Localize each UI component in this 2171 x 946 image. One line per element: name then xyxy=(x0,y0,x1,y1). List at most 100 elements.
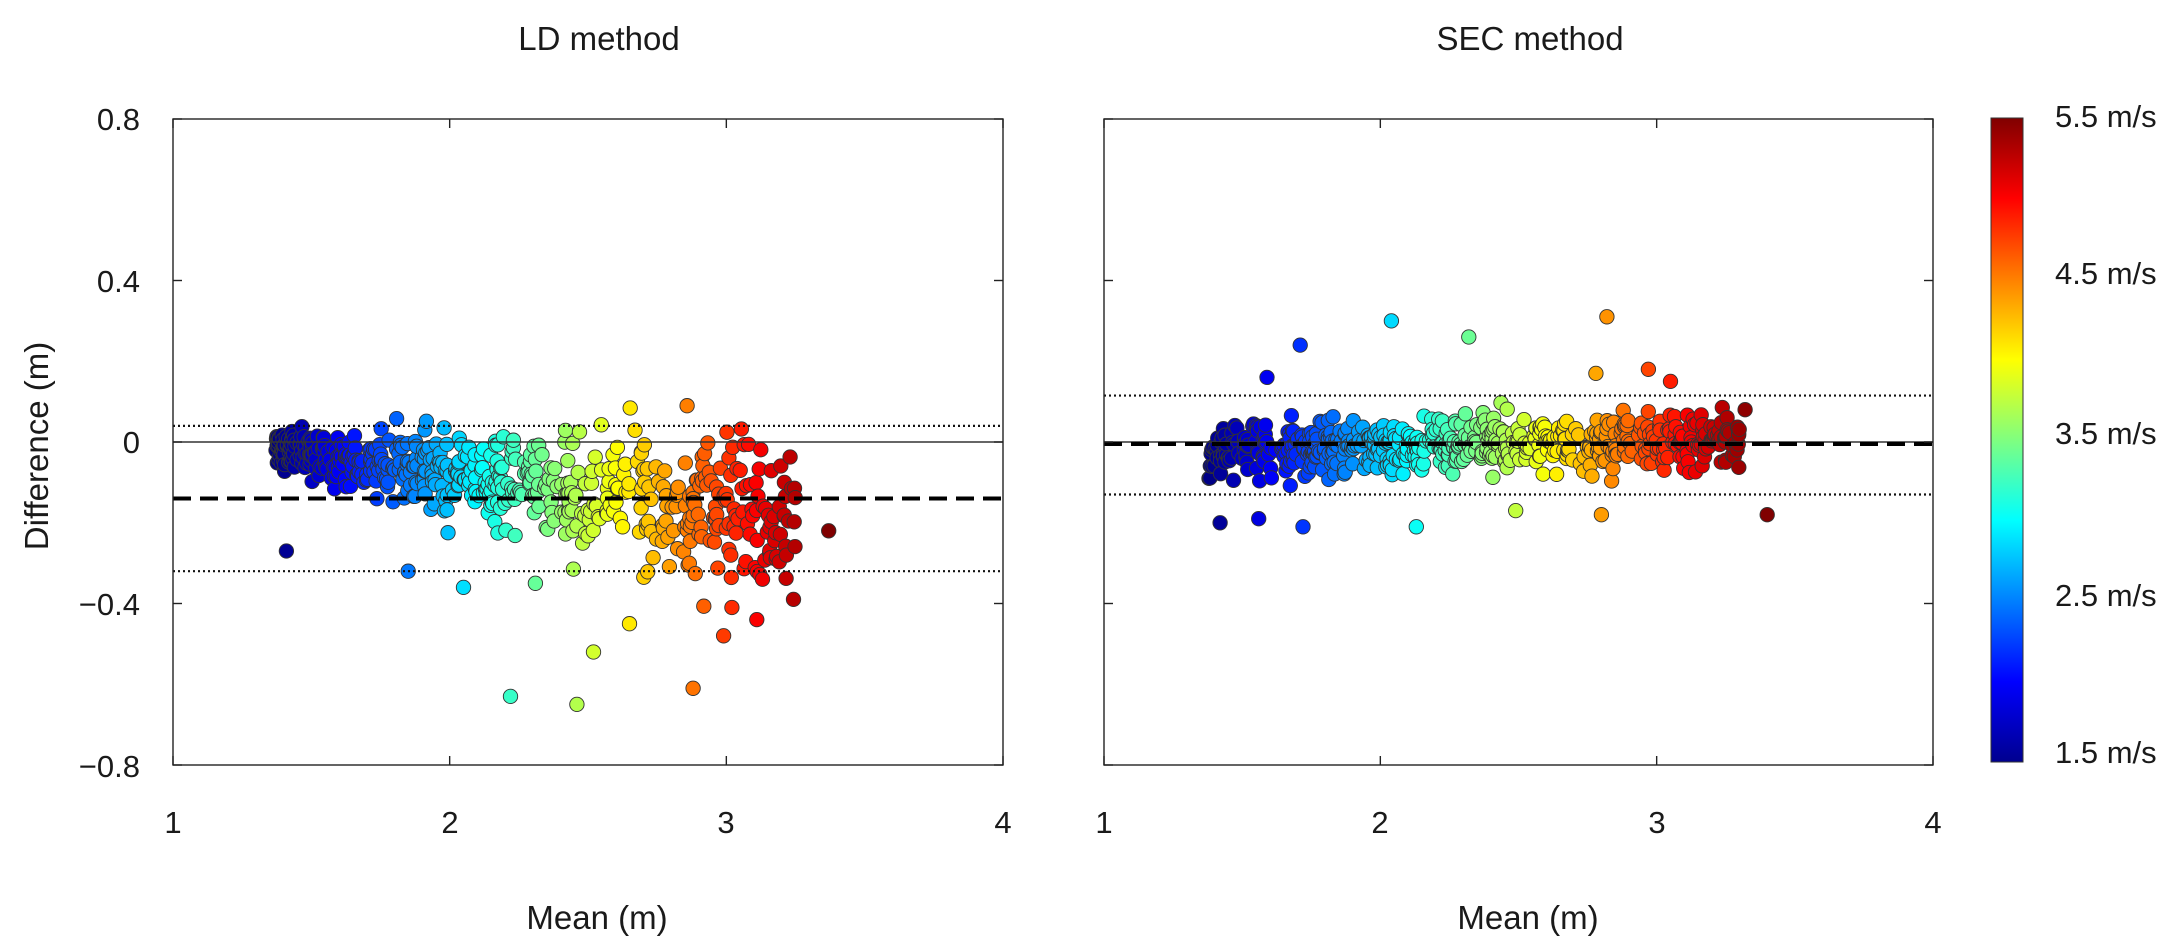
panel-sec: SEC method 1 2 3 4 Mean (m) xyxy=(1095,20,1941,936)
data-point xyxy=(786,514,802,530)
x-tick-label: 2 xyxy=(1371,805,1388,840)
data-point xyxy=(1257,417,1274,433)
x-tick-label: 4 xyxy=(1924,805,1941,840)
data-point xyxy=(622,400,638,416)
data-point xyxy=(700,435,716,451)
data-point xyxy=(507,527,523,544)
data-point xyxy=(1535,466,1551,482)
data-point xyxy=(278,543,295,559)
y-tick-label: 0.8 xyxy=(97,102,140,137)
data-point xyxy=(1662,373,1679,390)
data-point xyxy=(696,598,712,614)
data-point xyxy=(609,439,626,456)
ticks xyxy=(172,118,1004,766)
data-point xyxy=(732,462,748,478)
panel-title: SEC method xyxy=(1436,20,1623,57)
data-point xyxy=(621,616,638,632)
data-point xyxy=(723,547,739,563)
data-point xyxy=(1282,477,1298,494)
colorbar-tick-label: 5.5 m/s xyxy=(2055,99,2157,134)
data-point xyxy=(733,421,750,437)
data-point xyxy=(1508,502,1524,519)
data-layer xyxy=(1201,309,1775,535)
data-point xyxy=(1283,407,1300,424)
data-point xyxy=(1485,469,1501,485)
data-point xyxy=(439,502,455,518)
data-point xyxy=(1225,472,1242,488)
colorbar-tick-label: 2.5 m/s xyxy=(2055,578,2157,613)
data-point xyxy=(787,538,803,555)
data-point xyxy=(436,420,452,436)
colorbar-tick-label: 3.5 m/s xyxy=(2055,416,2157,451)
data-point xyxy=(748,475,764,491)
colorbar-gradient xyxy=(1990,117,2024,763)
data-point xyxy=(1516,411,1532,428)
data-point xyxy=(1415,456,1432,472)
x-tick-label: 3 xyxy=(717,805,734,840)
data-point xyxy=(724,599,740,616)
data-point xyxy=(1588,365,1604,382)
x-axis-label: Mean (m) xyxy=(1457,899,1598,936)
data-point xyxy=(1461,329,1477,345)
data-point xyxy=(1395,466,1411,482)
data-point xyxy=(1408,519,1424,535)
x-tick-label: 4 xyxy=(994,805,1011,840)
ref-lines xyxy=(173,424,1003,573)
data-point xyxy=(587,449,603,465)
data-point xyxy=(557,422,574,439)
data-point xyxy=(1548,466,1565,482)
data-point xyxy=(565,561,582,577)
data-point xyxy=(785,591,802,608)
data-point xyxy=(754,571,771,587)
data-point xyxy=(1731,421,1747,438)
data-point xyxy=(778,570,794,587)
data-point xyxy=(1457,406,1474,422)
data-point xyxy=(753,442,769,458)
data-point xyxy=(636,437,653,453)
data-point xyxy=(614,519,631,535)
data-point xyxy=(418,413,435,429)
data-point xyxy=(1251,511,1267,527)
data-point xyxy=(1259,369,1275,386)
data-point xyxy=(1325,409,1341,425)
data-point xyxy=(1292,337,1308,353)
data-point xyxy=(657,463,673,479)
data-point xyxy=(633,500,649,516)
data-point xyxy=(388,410,405,427)
data-point xyxy=(690,506,706,522)
data-point xyxy=(719,424,735,440)
data-point xyxy=(1759,507,1775,523)
data-point xyxy=(505,432,522,448)
data-point xyxy=(380,474,396,490)
data-point xyxy=(685,680,701,696)
data-point xyxy=(1445,466,1461,482)
colorbar: 5.5 m/s 4.5 m/s 3.5 m/s 2.5 m/s 1.5 m/s xyxy=(1990,99,2157,770)
data-point xyxy=(1731,459,1747,476)
data-point xyxy=(749,532,765,549)
data-point xyxy=(528,463,544,479)
data-point xyxy=(670,479,686,495)
x-tick-label: 1 xyxy=(164,805,181,840)
data-point xyxy=(571,424,588,440)
y-axis-label: Difference (m) xyxy=(18,342,55,550)
data-point xyxy=(1212,515,1228,531)
data-point xyxy=(749,611,765,628)
data-point xyxy=(1599,309,1615,325)
data-point xyxy=(1640,403,1656,420)
data-point xyxy=(677,455,693,471)
data-point xyxy=(1383,313,1400,329)
y-tick-label: −0.4 xyxy=(79,587,140,622)
data-point xyxy=(706,534,723,550)
x-axis-label: Mean (m) xyxy=(526,899,667,936)
colorbar-tick-label: 4.5 m/s xyxy=(2055,256,2157,291)
data-point xyxy=(560,452,576,469)
colorbar-tick-label: 1.5 m/s xyxy=(2055,735,2157,770)
data-point xyxy=(502,688,519,705)
y-tick-label: 0 xyxy=(123,425,140,460)
data-point xyxy=(1593,507,1610,523)
data-point xyxy=(1605,460,1621,477)
x-tick-label: 3 xyxy=(1648,805,1665,840)
data-point xyxy=(710,560,726,576)
data-point xyxy=(773,458,789,474)
